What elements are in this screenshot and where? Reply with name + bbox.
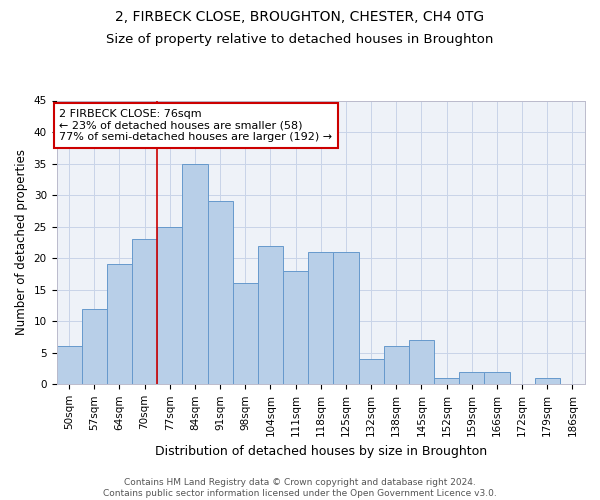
Bar [409,340,434,384]
Text: 2, FIRBECK CLOSE, BROUGHTON, CHESTER, CH4 0TG: 2, FIRBECK CLOSE, BROUGHTON, CHESTER, CH… [115,10,485,24]
Text: Contains HM Land Registry data © Crown copyright and database right 2024.
Contai: Contains HM Land Registry data © Crown c… [103,478,497,498]
Bar [82,308,107,384]
Bar [434,378,459,384]
Bar [283,271,308,384]
Bar [383,346,409,385]
Y-axis label: Number of detached properties: Number of detached properties [15,150,28,336]
Bar [56,346,82,385]
Bar [132,240,157,384]
Bar [233,284,258,384]
Bar [484,372,509,384]
Text: 2 FIRBECK CLOSE: 76sqm
← 23% of detached houses are smaller (58)
77% of semi-det: 2 FIRBECK CLOSE: 76sqm ← 23% of detached… [59,109,332,142]
X-axis label: Distribution of detached houses by size in Broughton: Distribution of detached houses by size … [155,444,487,458]
Text: Size of property relative to detached houses in Broughton: Size of property relative to detached ho… [106,32,494,46]
Bar [359,359,383,384]
Bar [334,252,359,384]
Bar [459,372,484,384]
Bar [208,202,233,384]
Bar [107,264,132,384]
Bar [182,164,208,384]
Bar [308,252,334,384]
Bar [535,378,560,384]
Bar [157,226,182,384]
Bar [258,246,283,384]
